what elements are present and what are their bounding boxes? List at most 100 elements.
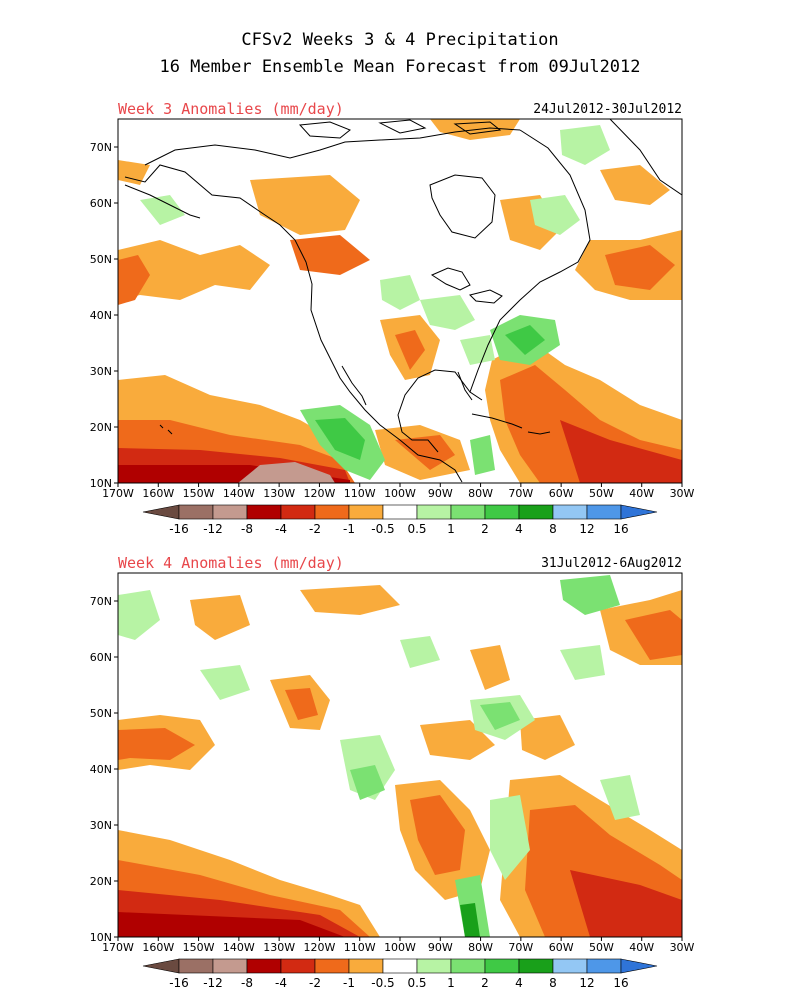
colorbar-swatch [518, 504, 554, 520]
lon-tick-label: 130W [263, 487, 295, 500]
colorbar-high-extend [620, 504, 658, 520]
colorbar-swatch [484, 958, 520, 974]
colorbar-tick-label: -8 [241, 976, 253, 990]
lat-tick-label: 20N [90, 875, 112, 888]
lon-tick-label: 150W [183, 487, 215, 500]
lat-tick-label: 30N [90, 819, 112, 832]
colorbar-swatch [246, 958, 282, 974]
colorbar-swatch [552, 504, 588, 520]
colorbar-swatch [450, 504, 486, 520]
colorbar-swatch [280, 958, 316, 974]
lon-tick-label: 60W [549, 487, 574, 500]
colorbar-tick-label: -8 [241, 522, 253, 536]
colorbar-swatch [280, 504, 316, 520]
week4-panel-dates: 31Jul2012-6Aug2012 [541, 556, 682, 571]
lon-tick-label: 40W [629, 487, 654, 500]
colorbar-tick-label: 16 [613, 522, 628, 536]
lon-tick-label: 170W [102, 487, 134, 500]
lon-tick-label: 60W [549, 941, 574, 954]
colorbar-tick-label: 0.5 [407, 976, 426, 990]
lon-tick-label: 110W [344, 487, 376, 500]
colorbar-tick-label: 8 [549, 976, 557, 990]
colorbar-swatch [450, 958, 486, 974]
colorbar-swatch [348, 504, 384, 520]
colorbar-tick-label: 8 [549, 522, 557, 536]
week3-panel-dates: 24Jul2012-30Jul2012 [533, 102, 682, 117]
week3-panel-label: Week 3 Anomalies (mm/day) [118, 100, 344, 118]
colorbar-swatch [348, 958, 384, 974]
lat-tick-label: 20N [90, 421, 112, 434]
colorbar-low-extend [142, 958, 180, 974]
colorbar-tick-label: 1 [447, 522, 455, 536]
colorbar-tick-label: 2 [481, 522, 489, 536]
lon-tick-label: 50W [589, 487, 614, 500]
colorbar-low-extend [142, 504, 180, 520]
colorbar-tick-label: -0.5 [371, 976, 394, 990]
colorbar-tick-label: 4 [515, 976, 523, 990]
colorbar-tick-label: -2 [309, 976, 321, 990]
colorbar-swatch [586, 504, 622, 520]
lon-tick-label: 90W [428, 941, 453, 954]
colorbar-tick-label: 0.5 [407, 522, 426, 536]
colorbar-tick-label: -16 [169, 976, 189, 990]
colorbar-tick-label: 1 [447, 976, 455, 990]
lon-tick-label: 30W [670, 941, 695, 954]
lat-tick-label: 30N [90, 365, 112, 378]
lon-tick-label: 120W [303, 941, 335, 954]
lon-tick-label: 170W [102, 941, 134, 954]
colorbar-swatch [382, 504, 418, 520]
lon-tick-label: 80W [468, 941, 493, 954]
colorbar-tick-label: 4 [515, 522, 523, 536]
lon-tick-label: 160W [142, 487, 174, 500]
colorbar-tick-label: -1 [343, 976, 355, 990]
lat-tick-label: 70N [90, 141, 112, 154]
lon-tick-label: 100W [384, 941, 416, 954]
colorbar-swatch [518, 958, 554, 974]
week4-panel-label: Week 4 Anomalies (mm/day) [118, 554, 344, 572]
colorbar-tick-label: -0.5 [371, 522, 394, 536]
lat-tick-label: 60N [90, 197, 112, 210]
colorbar-tick-label: -12 [203, 976, 223, 990]
colorbar-tick-label: -16 [169, 522, 189, 536]
colorbar-swatch [314, 958, 350, 974]
lat-tick-label: 10N [90, 477, 112, 490]
colorbar-tick-label: -2 [309, 522, 321, 536]
colorbar-swatch [382, 958, 418, 974]
lon-tick-label: 30W [670, 487, 695, 500]
colorbar-tick-label: -4 [275, 976, 287, 990]
week4-colorbar: -16 -12 -8 -4 -2 -1 -0.5 0.5 1 2 4 8 12 16 [142, 958, 658, 990]
lon-tick-label: 160W [142, 941, 174, 954]
lat-tick-label: 40N [90, 763, 112, 776]
lon-tick-label: 70W [508, 941, 533, 954]
colorbar-swatch [416, 958, 452, 974]
colorbar-tick-label: -4 [275, 522, 287, 536]
chart-title-line1: CFSv2 Weeks 3 & 4 Precipitation [241, 30, 559, 50]
colorbar-swatch [484, 504, 520, 520]
week3-colorbar: -16 -12 -8 -4 -2 -1 -0.5 0.5 1 2 4 8 12 16 [142, 504, 658, 536]
colorbar-swatch [178, 504, 214, 520]
colorbar-tick-label: 12 [579, 976, 594, 990]
lat-tick-label: 60N [90, 651, 112, 664]
lon-tick-label: 50W [589, 941, 614, 954]
lon-tick-label: 90W [428, 487, 453, 500]
lon-tick-label: 140W [223, 487, 255, 500]
lat-tick-label: 40N [90, 309, 112, 322]
lon-tick-label: 40W [629, 941, 654, 954]
lon-tick-label: 100W [384, 487, 416, 500]
lon-tick-label: 140W [223, 941, 255, 954]
colorbar-tick-label: 2 [481, 976, 489, 990]
lon-tick-label: 70W [508, 487, 533, 500]
lon-tick-label: 150W [183, 941, 215, 954]
lon-tick-label: 80W [468, 487, 493, 500]
colorbar-high-extend [620, 958, 658, 974]
colorbar-swatch [212, 958, 248, 974]
week4-map-panel [117, 572, 683, 938]
colorbar-swatch [416, 504, 452, 520]
lat-tick-label: 50N [90, 707, 112, 720]
colorbar-swatch [586, 958, 622, 974]
colorbar-tick-label: -1 [343, 522, 355, 536]
colorbar-swatch [246, 504, 282, 520]
colorbar-tick-label: 12 [579, 522, 594, 536]
